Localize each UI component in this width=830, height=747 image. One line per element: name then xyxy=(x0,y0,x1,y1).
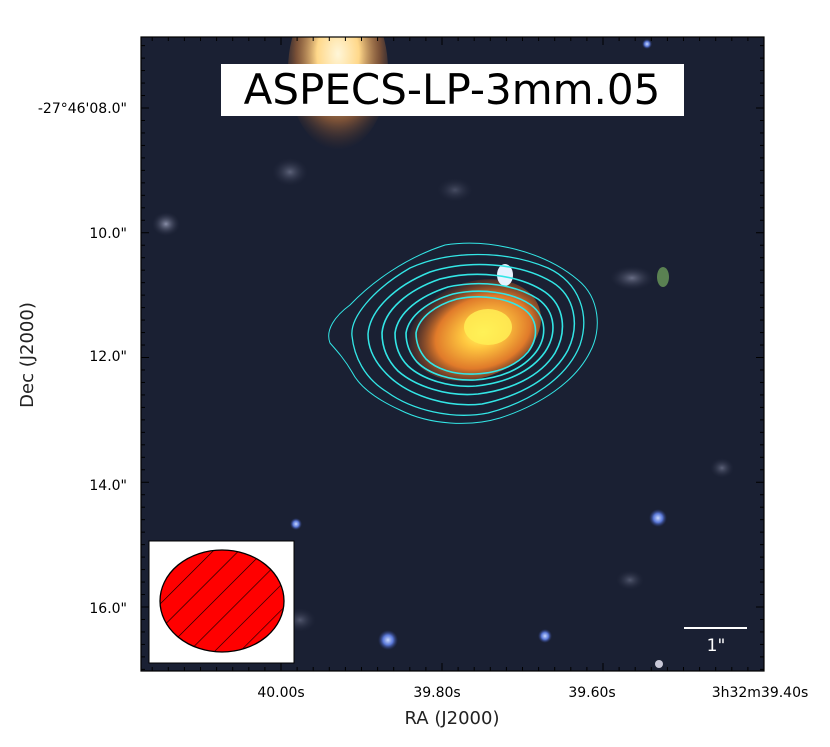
x-tick-label: 39.60s xyxy=(568,685,615,701)
faint-galaxy xyxy=(152,212,180,236)
contour-level-7 xyxy=(415,296,537,375)
blue-point-source xyxy=(538,629,552,643)
faint-galaxy xyxy=(437,178,473,202)
y-tick-label: 14.0" xyxy=(89,478,127,494)
x-axis-label: RA (J2000) xyxy=(405,708,500,729)
scale-bar: 1" xyxy=(684,627,747,656)
title-background xyxy=(221,64,684,116)
figure-title: ASPECS-LP-3mm.05 xyxy=(244,65,661,114)
y-tick-label: 12.0" xyxy=(89,349,127,365)
plot-frame xyxy=(140,36,765,672)
contour-level-1 xyxy=(328,242,598,424)
x-tick-label: 3h32m39.40s xyxy=(712,685,809,701)
scale-bar-label: 1" xyxy=(707,636,726,656)
title-box: ASPECS-LP-3mm.05 xyxy=(221,64,684,116)
blue-point-source xyxy=(378,630,398,650)
y-tick-labels: -27°46'08.0" 10.0" 12.0" 14.0" 16.0" xyxy=(38,101,127,617)
y-tick-label: 10.0" xyxy=(89,226,127,242)
green-source xyxy=(657,267,669,287)
y-axis-label: Dec (J2000) xyxy=(17,302,38,408)
contour-level-4 xyxy=(381,273,564,396)
x-tick-label: 39.80s xyxy=(413,685,460,701)
faint-galaxy xyxy=(610,266,654,290)
contour-level-3 xyxy=(367,263,575,406)
blue-point-source xyxy=(655,660,663,668)
blue-point-source xyxy=(290,518,302,530)
compact-companion xyxy=(497,264,513,286)
contour-level-6 xyxy=(405,290,545,381)
contour-level-5 xyxy=(394,282,554,388)
beam-inset xyxy=(148,540,295,664)
axis-ticks xyxy=(141,37,765,671)
faint-galaxy xyxy=(710,458,734,478)
blue-point-source xyxy=(642,39,652,49)
x-tick-labels: 40.00s 39.80s 39.60s 3h32m39.40s xyxy=(257,685,808,701)
y-tick-label: 16.0" xyxy=(89,601,127,617)
contours xyxy=(328,242,598,424)
blue-point-source xyxy=(649,509,667,527)
target-galaxy-core xyxy=(464,309,512,345)
faint-galaxy xyxy=(272,158,308,186)
x-tick-label: 40.00s xyxy=(257,685,304,701)
contour-level-2 xyxy=(351,253,585,416)
beam-ellipse xyxy=(159,549,285,653)
y-tick-label: -27°46'08.0" xyxy=(38,101,127,117)
faint-galaxy xyxy=(616,570,644,590)
